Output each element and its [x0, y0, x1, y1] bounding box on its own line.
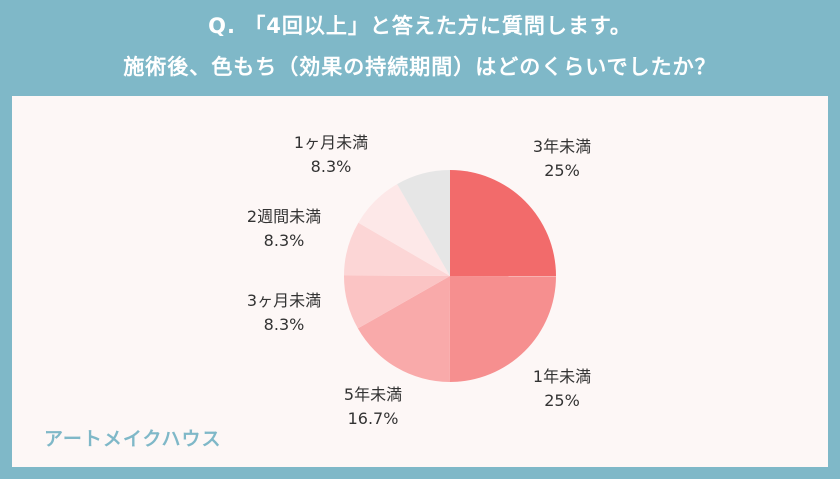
slice-label: 1ヶ月未満	[294, 133, 368, 152]
pie-slice	[344, 222, 450, 276]
slice-value-label: 8.3%	[264, 315, 305, 334]
question-header: Q. 「4回以上」と答えた方に質問します。 施術後、色もち（効果の持続期間）はど…	[0, 0, 840, 92]
brand-name: アートメイクハウス	[44, 428, 222, 450]
pie-slice	[344, 275, 450, 329]
slice-value-label: 16.7%	[348, 409, 399, 428]
slice-label: 2週間未満	[247, 207, 321, 226]
pie-slice	[357, 276, 450, 382]
pie-slice	[449, 276, 556, 382]
pie-slice	[358, 184, 450, 276]
slice-label: 3ヶ月未満	[247, 291, 321, 310]
slice-label: 3年未満	[533, 137, 591, 156]
slice-label: 5年未満	[344, 385, 402, 404]
slice-value-label: 25%	[544, 161, 580, 180]
slice-value-label: 25%	[544, 391, 580, 410]
pie-slice	[450, 170, 557, 277]
pie-slice	[397, 170, 450, 276]
question-line-1: Q. 「4回以上」と答えた方に質問します。	[208, 14, 632, 38]
slice-label: 1年未満	[533, 367, 591, 386]
question-line-2: 施術後、色もち（効果の持続期間）はどのくらいでしたか？	[123, 55, 717, 79]
slice-value-label: 8.3%	[311, 157, 352, 176]
slice-value-label: 8.3%	[264, 231, 305, 250]
